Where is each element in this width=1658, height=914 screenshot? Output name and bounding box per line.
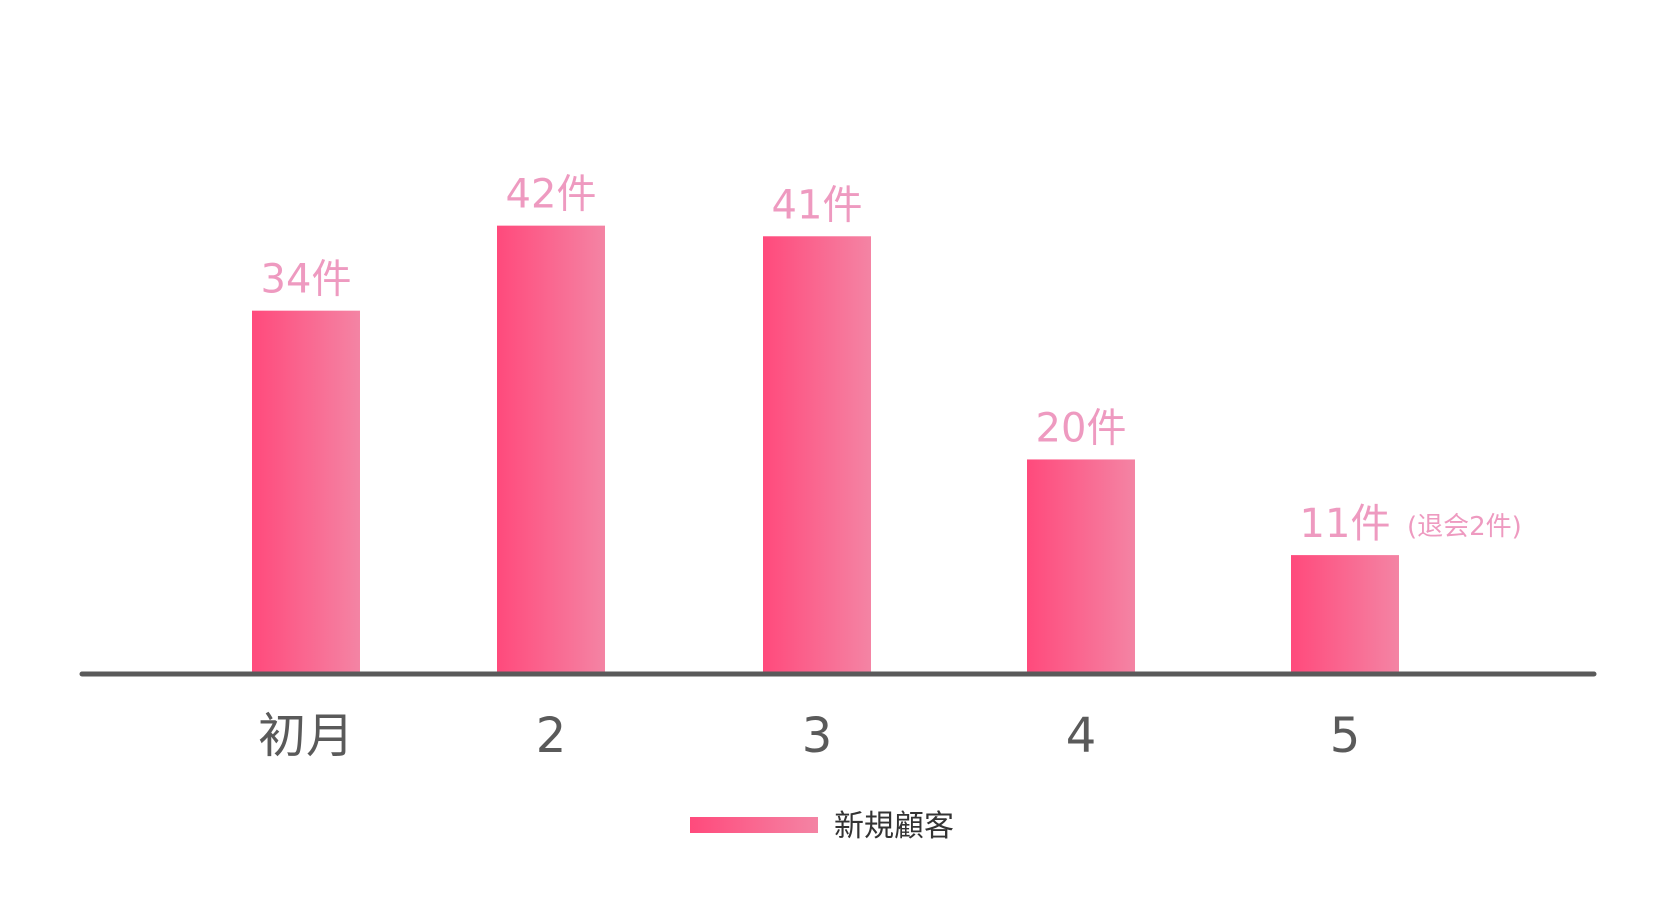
x-tick-label-1: 初月 <box>258 708 354 764</box>
legend: 新規顧客 <box>690 809 954 844</box>
bars <box>252 225 1399 672</box>
bar-3 <box>763 236 871 672</box>
bar-2 <box>497 225 605 672</box>
data-label-2: 42件 <box>506 172 597 218</box>
annotation-5: (退会2件) <box>1407 512 1522 542</box>
x-tick-label-2: 2 <box>536 708 567 764</box>
x-tick-label-5: 5 <box>1330 708 1361 764</box>
bar-1 <box>252 310 360 672</box>
x-tick-label-3: 3 <box>802 708 833 764</box>
x-tick-label-4: 4 <box>1066 708 1097 764</box>
legend-label: 新規顧客 <box>834 809 954 844</box>
value-labels: 34件 42件 41件 20件 11件 (退会2件) <box>261 172 1522 547</box>
bar-4 <box>1027 459 1135 672</box>
bar-5 <box>1291 555 1399 672</box>
x-axis-ticks: 初月 2 3 4 5 <box>258 708 1360 764</box>
data-label-3: 41件 <box>772 182 863 228</box>
data-label-5: 11件 <box>1300 501 1391 547</box>
legend-swatch <box>690 817 818 833</box>
data-label-4: 20件 <box>1036 405 1127 451</box>
data-label-1: 34件 <box>261 257 352 303</box>
